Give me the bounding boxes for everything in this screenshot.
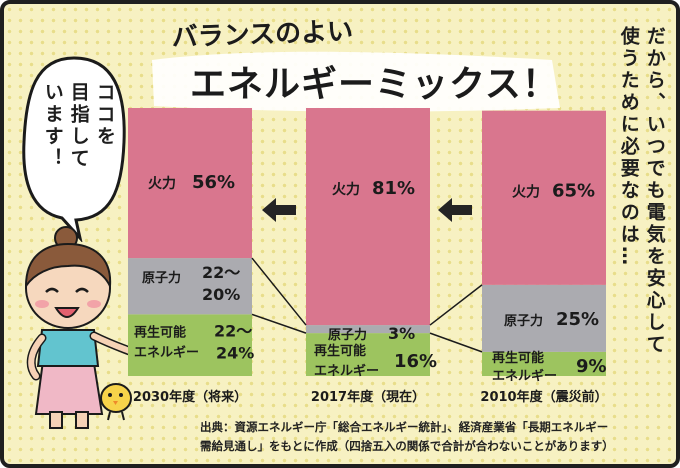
energy-mix-chart: 2030年度（将来） 2017年度（現在） 2010年度（震災前） 火力 56% 原子力 2… [128,108,608,405]
bar-nuclear-0 [128,258,252,315]
speech-bubble [22,56,126,242]
bar-thermal-1 [306,108,430,326]
connector-renewable-top-1 [429,332,483,353]
arrow-left-icon-2 [438,198,472,222]
headline-brush-stroke [152,51,560,112]
nuclear-value-0b: 20% [202,285,240,304]
headline-line1: バランスのよい [171,17,353,53]
bar-renewable-0 [128,314,252,376]
speech-bubble-shape [22,56,126,242]
source-line-1: 出典：資源エネルギー庁「総合エネルギー統計」、経済産業省「長期エネルギー [200,420,609,434]
nuclear-label-2: 原子力 [504,313,543,329]
nuclear-value-1: 3% [388,324,415,343]
thermal-value-0: 56% [192,172,235,193]
bar-thermal-0 [128,108,252,259]
thermal-value-2: 65% [552,181,595,202]
renewable-value-0b: 24% [216,343,254,362]
renewable-label-2b: エネルギー [492,368,557,384]
bar-nuclear-2 [482,284,606,352]
connector-renewable-top-0 [251,313,307,334]
headline-banner: バランスのよい エネルギーミックス！ [152,17,560,112]
renewable-label-0b: エネルギー [134,344,199,360]
bar-thermal-2 [482,110,606,285]
nuclear-label-1: 原子力 [328,327,367,343]
speech-col3: います！ [41,82,64,170]
thermal-label-0: 火力 [148,175,176,192]
connector-nuclear-top-0 [251,257,307,326]
thermal-label-1: 火力 [332,181,360,198]
bird-mascot-icon [100,383,132,421]
arrow-left-icon-1 [262,198,296,222]
bar-renewable-2 [482,351,606,376]
bar-nuclear-1 [306,325,430,334]
thermal-label-2: 火力 [512,184,540,201]
renewable-label-1b: エネルギー [314,363,379,379]
thermal-value-1: 81% [372,178,415,199]
category-label-2: 2010年度（震災前） [480,389,607,405]
side-note-col1: だから、いつでも電気を安心して [643,26,666,356]
renewable-value-0a: 22～ [214,321,252,340]
connector-nuclear-top-1 [429,284,483,326]
category-label-0: 2030年度（将来） [133,389,247,405]
nuclear-value-2: 25% [556,309,599,330]
side-note-col2: 使うために必要なのは… [617,26,640,268]
source-note: 出典：資源エネルギー庁「総合エネルギー統計」、経済産業省「長期エネルギー 需給見… [200,418,670,456]
category-label-1: 2017年度（現在） [311,389,425,405]
renewable-label-2a: 再生可能 [492,350,544,366]
renewable-value-1: 16% [394,351,437,372]
speech-col1: ココを [93,82,116,148]
bar-renewable-1 [306,333,430,376]
nuclear-label-0: 原子力 [142,270,181,286]
renewable-label-0a: 再生可能 [134,324,186,340]
speech-col2: 目指して [67,82,90,170]
nuclear-value-0a: 22～ [202,263,240,282]
renewable-label-1a: 再生可能 [314,343,366,359]
renewable-value-2: 9% [576,356,607,377]
headline-line2: エネルギーミックス！ [190,64,559,105]
source-line-2: 需給見通し」をもとに作成（四捨五入の関係で合計が合わないことがあります） [200,439,614,453]
